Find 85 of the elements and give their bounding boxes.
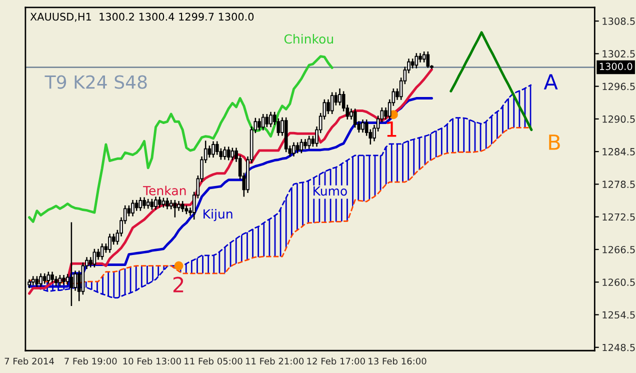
y-tick-label: 1266.5 (602, 246, 635, 254)
y-tick-label: 1290.5 (602, 115, 635, 123)
candlestick (300, 138, 304, 154)
annotation: T9 K24 S48 (44, 75, 147, 89)
candlestick (50, 271, 54, 284)
candlestick (230, 147, 234, 161)
candlestick (131, 199, 134, 217)
annotation: A (544, 74, 558, 90)
candlestick (70, 222, 74, 307)
annotation: 2 (173, 276, 184, 292)
candlestick (418, 52, 422, 64)
candlestick (361, 118, 364, 134)
candlestick (338, 88, 342, 106)
y-tick-label: 1308.5 (602, 18, 635, 25)
x-tick-label: 13 Feb 16:00 (368, 358, 426, 365)
x-tick-label: 10 Feb 13:00 (123, 358, 181, 365)
candlestick (166, 197, 169, 210)
annotation: 1 (387, 122, 396, 137)
candlestick (215, 140, 219, 156)
candlestick (108, 233, 112, 254)
candlestick (150, 198, 154, 210)
y-tick-label: 1296.5 (602, 82, 635, 90)
candlestick (146, 198, 150, 210)
candlestick (31, 275, 35, 286)
candlestick (422, 50, 426, 64)
candlestick (100, 242, 104, 260)
candlestick (426, 50, 430, 68)
candlestick (169, 199, 173, 210)
candlestick (219, 148, 223, 160)
y-tick-label: 1248.5 (602, 344, 635, 352)
x-tick-label: 7 Feb 2014 (4, 358, 54, 365)
ref-line-label: 1300.0 (600, 62, 632, 70)
y-tick-label: 1284.5 (602, 148, 635, 156)
candlestick (162, 197, 166, 208)
y-tick-label: 1302.5 (602, 50, 635, 58)
candlestick (261, 113, 265, 131)
candlestick (265, 113, 269, 128)
candlestick (326, 98, 330, 115)
candlestick (226, 146, 230, 161)
candlestick (258, 118, 261, 131)
x-tick-label: 11 Feb 21:00 (246, 358, 304, 365)
candlestick (330, 92, 334, 115)
annotation: Kumo (314, 186, 347, 196)
candlestick (92, 248, 96, 268)
candlestick (142, 196, 146, 210)
candlestick (66, 273, 70, 286)
candlestick (96, 248, 100, 260)
candlestick (138, 196, 142, 212)
candlestick (127, 204, 131, 217)
candlestick (42, 272, 46, 284)
candlestick (62, 274, 66, 286)
x-tick-label: 11 Feb 05:00 (184, 358, 242, 365)
candlestick (39, 272, 42, 288)
annotation: Chinkou (284, 34, 333, 44)
annotation: B (549, 134, 560, 150)
candlestick (414, 52, 418, 69)
candlestick (296, 142, 300, 154)
candlestick (212, 140, 215, 158)
candlestick (208, 144, 212, 158)
line-series (450, 31, 533, 132)
x-tick-label: 12 Feb 17:00 (307, 358, 365, 365)
annotation: Kijun (204, 209, 232, 222)
candlestick (410, 58, 414, 69)
candlestick (180, 200, 184, 213)
candlestick (134, 199, 138, 212)
y-tick-label: 1254.5 (602, 311, 635, 319)
candlestick (223, 146, 226, 160)
annotation: Tenkan (143, 186, 186, 196)
candlestick (307, 135, 311, 150)
y-tick-label: 1260.5 (602, 278, 635, 286)
x-tick-label: 7 Feb 19:00 (64, 358, 117, 365)
line-series (28, 68, 433, 295)
candlestick (353, 108, 357, 128)
candlestick (304, 138, 307, 150)
candlestick (46, 271, 50, 284)
y-tick-label: 1278.5 (602, 180, 635, 188)
candlestick (276, 118, 280, 136)
candlestick (54, 275, 58, 287)
candlestick (177, 200, 180, 212)
candlestick (269, 111, 272, 128)
candlestick (292, 142, 296, 158)
candlestick (158, 196, 162, 208)
chart-title: XAUUSD,H1 1300.2 1300.4 1299.7 1300.0 (30, 12, 254, 22)
y-tick-label: 1272.5 (602, 213, 635, 221)
candlestick (154, 196, 158, 210)
